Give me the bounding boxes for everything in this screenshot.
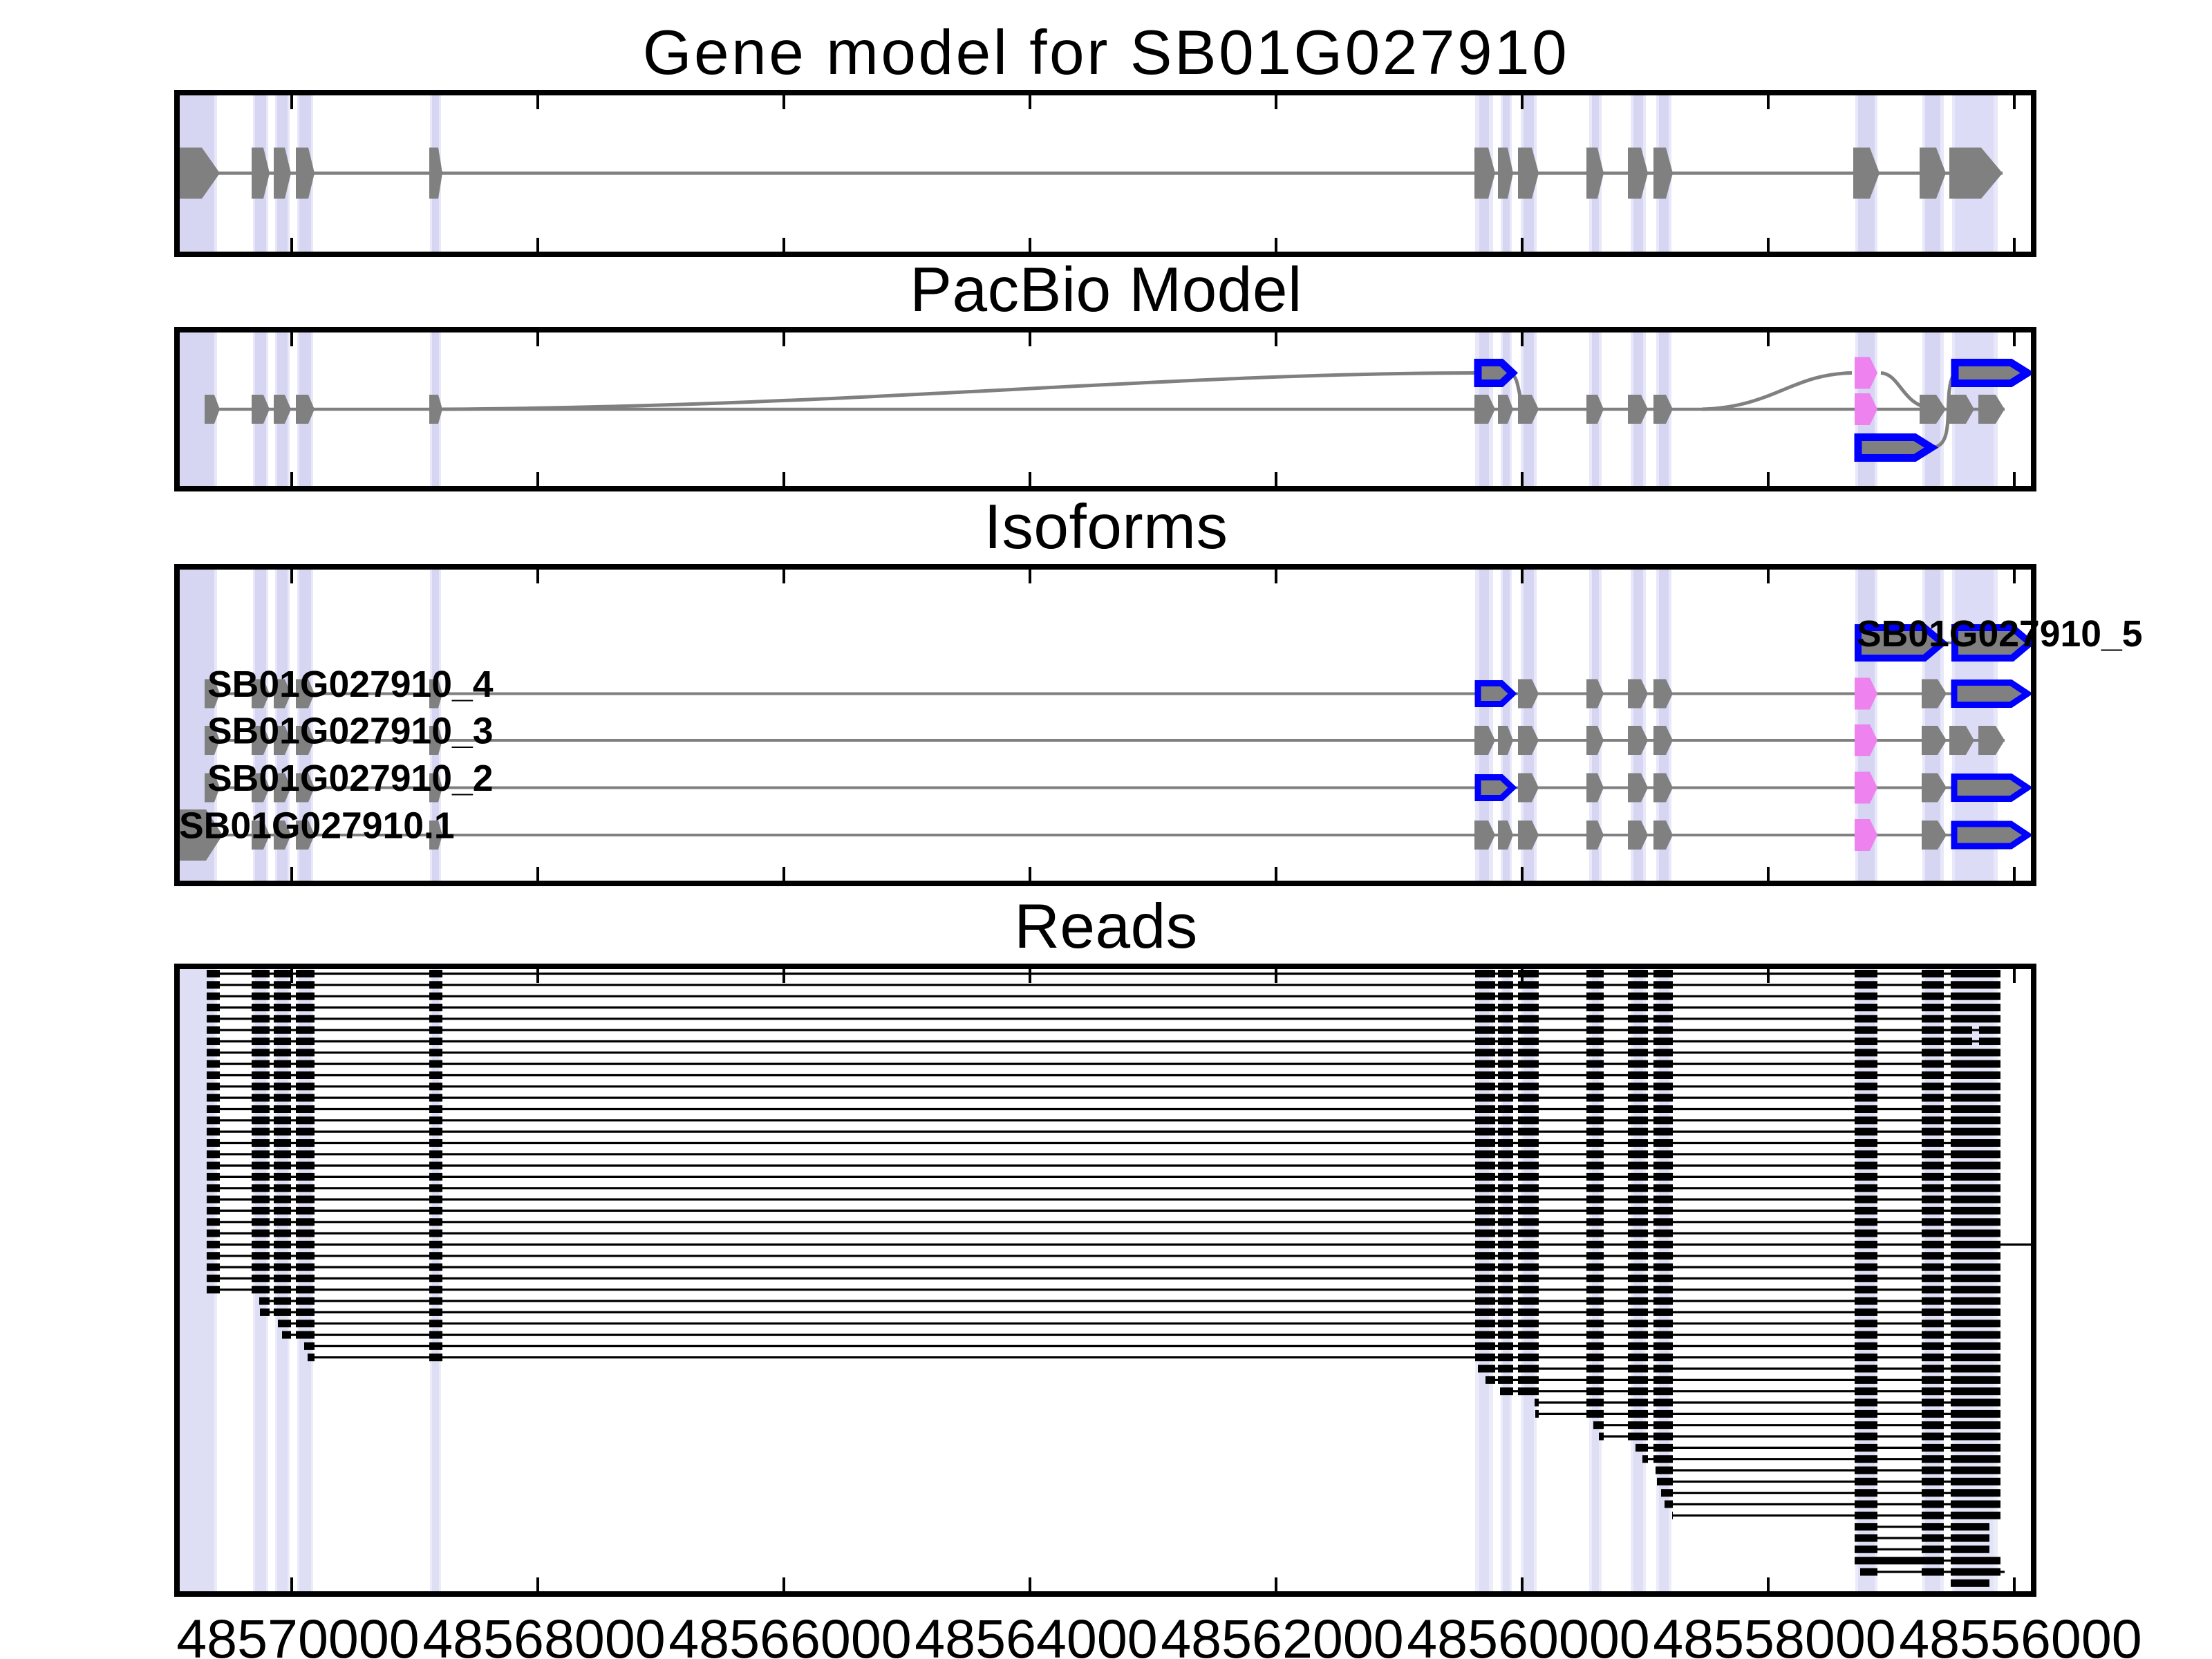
svg-text:PacBio Model: PacBio Model [910,255,1302,325]
svg-text:48568000: 48568000 [422,1608,666,1659]
svg-text:SB01G027910_2: SB01G027910_2 [207,758,493,799]
svg-text:SB01G027910.1: SB01G027910.1 [179,806,455,847]
svg-text:Gene model for SB01G027910: Gene model for SB01G027910 [643,18,1570,88]
svg-text:48562000: 48562000 [1161,1608,1404,1659]
svg-text:48560000: 48560000 [1407,1608,1650,1659]
svg-text:SB01G027910_5: SB01G027910_5 [1857,614,2142,655]
svg-text:Reads: Reads [1014,892,1198,962]
svg-text:48558000: 48558000 [1653,1608,1896,1659]
svg-text:SB01G027910_3: SB01G027910_3 [207,711,493,752]
svg-text:Isoforms: Isoforms [984,492,1228,562]
svg-text:48570000: 48570000 [176,1608,420,1659]
svg-text:48556000: 48556000 [1899,1608,2142,1659]
svg-text:48566000: 48566000 [668,1608,912,1659]
svg-text:48564000: 48564000 [915,1608,1158,1659]
svg-text:SB01G027910_4: SB01G027910_4 [207,664,494,705]
